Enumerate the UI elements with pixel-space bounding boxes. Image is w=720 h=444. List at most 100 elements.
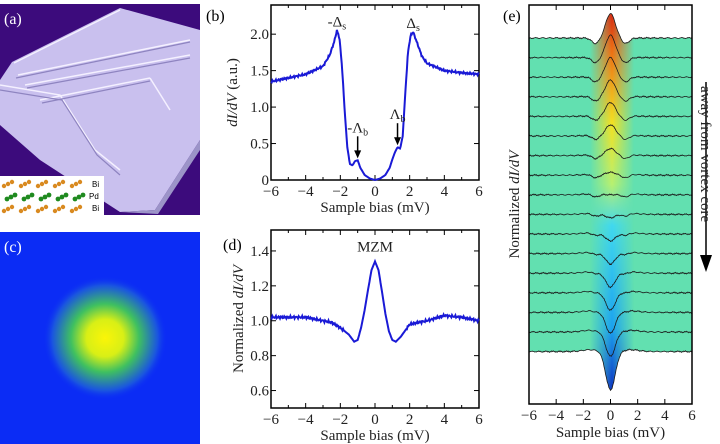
pd-atom xyxy=(12,192,18,198)
panel-label: (d) xyxy=(223,237,242,254)
bi-atom xyxy=(5,181,11,187)
spectrum-curve xyxy=(528,290,693,312)
bi-atom xyxy=(1,183,7,189)
x-tick-label: 2 xyxy=(634,408,642,424)
vortex-core xyxy=(43,276,167,400)
x-tick-label: 2 xyxy=(406,184,414,200)
panel-a-topography: Bi Pd Bi (a) xyxy=(0,4,200,216)
waterfall-colormap xyxy=(529,13,692,391)
spectrum-curve xyxy=(528,101,693,122)
pd-atom xyxy=(46,192,52,198)
bi-atom xyxy=(52,208,58,214)
arrow-down-icon xyxy=(394,137,402,146)
x-tick-label: 0 xyxy=(371,184,379,200)
spectrum-curve xyxy=(528,193,693,198)
x-tick-label: −6 xyxy=(521,408,537,424)
spectrum-curve xyxy=(528,212,693,219)
y-tick-label: 0 xyxy=(262,173,270,189)
x-tick-label: 4 xyxy=(441,412,449,428)
step-edges xyxy=(0,9,191,171)
x-tick-label: 2 xyxy=(406,412,414,428)
away-from-vortex-label: away from vortex core xyxy=(697,86,713,223)
inset-label-bi-bottom: Bi xyxy=(92,204,99,213)
pd-atom xyxy=(29,192,35,198)
pd-atom xyxy=(72,196,78,202)
plot-frame xyxy=(270,4,480,181)
pd-atom xyxy=(76,194,82,200)
spectrum-curve xyxy=(528,251,693,266)
x-tick-label: 4 xyxy=(661,408,669,424)
peak-annotation: -Δs xyxy=(328,15,347,33)
bi-atom xyxy=(9,204,15,210)
bi-atom xyxy=(22,206,28,212)
pd-atom xyxy=(8,194,14,200)
spectrum-curve xyxy=(528,329,693,357)
panel-label-c: (c) xyxy=(4,239,22,256)
bi-atom xyxy=(18,183,24,189)
panel-label: (b) xyxy=(206,8,225,25)
peak-annotation: Δs xyxy=(406,16,420,34)
bi-atom xyxy=(77,204,83,210)
arrow-down-icon xyxy=(354,150,362,159)
bi-atom xyxy=(39,181,45,187)
bi-atom xyxy=(26,204,32,210)
x-tick-label: −6 xyxy=(263,184,279,200)
spectrum-curve xyxy=(528,124,693,141)
x-axis-label: Sample bias (mV) xyxy=(320,428,429,444)
bi-atom xyxy=(69,208,75,214)
dIdV-curve xyxy=(270,29,480,182)
x-tick-label: −2 xyxy=(332,412,348,428)
bi-atom xyxy=(35,183,41,189)
y-tick-label: 0.8 xyxy=(250,349,269,365)
x-axis-label: Sample bias (mV) xyxy=(556,425,665,441)
colormap-center xyxy=(590,13,634,391)
pd-atom xyxy=(80,192,86,198)
y-tick-label: 2.0 xyxy=(250,27,269,43)
inset-label-bi-top: Bi xyxy=(92,180,99,189)
x-tick-label: 6 xyxy=(475,184,483,200)
spectrum-curve xyxy=(529,348,693,392)
bi-atom xyxy=(60,179,66,185)
bi-atom xyxy=(43,179,49,185)
mzm-annotation: MZM xyxy=(357,239,393,255)
bi-atom xyxy=(26,179,32,185)
bi-atom xyxy=(35,208,41,214)
spectrum-curve xyxy=(528,171,693,179)
bi-atom xyxy=(39,206,45,212)
bi-atom xyxy=(52,183,58,189)
pd-atom xyxy=(59,194,65,200)
bi-atom xyxy=(5,206,11,212)
bi-atom xyxy=(77,179,83,185)
spectrum-curve xyxy=(528,309,693,334)
spectrum-curve xyxy=(528,34,693,64)
x-tick-label: −4 xyxy=(548,408,564,424)
spectrum-curve xyxy=(528,147,693,160)
topography-surface xyxy=(0,8,200,212)
peak-annotation: -Λb xyxy=(347,120,368,138)
bi-atom xyxy=(69,183,75,189)
bi-atom xyxy=(18,208,24,214)
x-tick-label: −2 xyxy=(575,408,591,424)
inset-label-pd: Pd xyxy=(89,192,99,201)
crystal-structure-inset xyxy=(0,176,104,216)
panel-label-a: (a) xyxy=(4,11,22,28)
y-axis-label: dI/dV (a.u.) xyxy=(225,58,241,127)
away-from-vortex-arrow: away from vortex core xyxy=(697,82,713,272)
pd-atom xyxy=(42,194,48,200)
bi-atom xyxy=(56,206,62,212)
bi-atom xyxy=(43,204,49,210)
bi-atom xyxy=(60,204,66,210)
y-tick-label: 0.6 xyxy=(250,384,269,400)
pd-atom xyxy=(21,196,27,202)
x-tick-label: 6 xyxy=(475,412,483,428)
spectrum-curve xyxy=(528,13,693,45)
spectrum-curve xyxy=(528,231,693,243)
spectrum-curve xyxy=(528,270,693,289)
x-axis-label: Sample bias (mV) xyxy=(320,200,429,216)
x-tick-label: 4 xyxy=(441,184,449,200)
panel-b-chart: −6 −4 −2 0 2 4 6 0 0.5 1.0 1.5 2.0 Sample bias (mV) d… xyxy=(206,4,483,216)
pd-atom xyxy=(55,196,61,202)
bi-atom xyxy=(1,208,7,214)
pd-atom xyxy=(63,192,69,198)
